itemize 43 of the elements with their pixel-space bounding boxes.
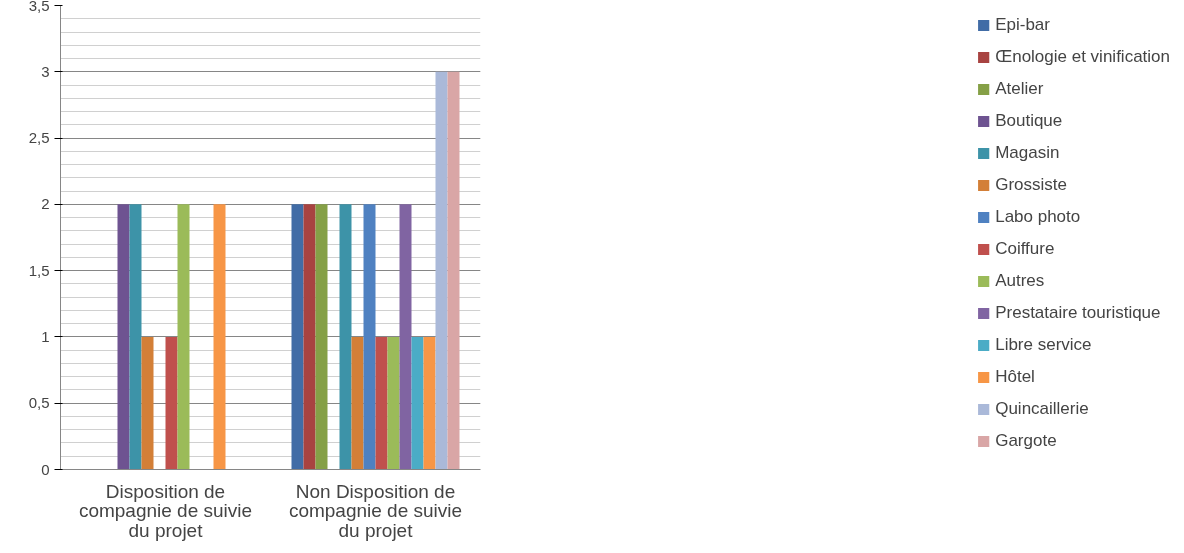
bar (339, 204, 352, 470)
x-tick-label: Disposition de compagnie de suivie du projet (78, 480, 253, 542)
legend-label: Epi-bar (995, 15, 1050, 35)
legend-label: Grossiste (995, 175, 1067, 195)
bar (423, 336, 436, 470)
legend-label: Magasin (995, 143, 1060, 163)
legend-label: Atelier (995, 79, 1044, 99)
y-tick-label: 3 (41, 62, 50, 80)
bar (117, 204, 130, 470)
bar (435, 71, 448, 470)
bar (141, 336, 154, 470)
bar (387, 336, 400, 470)
bar (411, 336, 424, 470)
y-tick-label: 1,5 (28, 261, 50, 279)
x-tick-label: Non Disposition de compagnie de suivie du projet (288, 480, 463, 542)
legend-label: Labo photo (995, 207, 1081, 227)
bar (303, 204, 316, 470)
legend-label: Hôtel (995, 367, 1035, 387)
bar (291, 204, 304, 470)
bar (447, 71, 460, 470)
legend-label: Œnologie et vinification (995, 47, 1170, 67)
legend-label: Autres (995, 271, 1045, 291)
bar (399, 204, 412, 470)
bar (315, 204, 328, 470)
y-tick-label: 0 (41, 460, 50, 478)
y-tick-label: 1 (41, 327, 50, 345)
bar (213, 204, 226, 470)
legend-label: Prestataire touristique (995, 303, 1161, 323)
bar (165, 336, 178, 470)
legend-label: Libre service (995, 335, 1092, 355)
y-tick-label: 3,5 (28, 0, 50, 14)
legend-label: Gargote (995, 431, 1057, 451)
bar (129, 204, 142, 470)
legend-label: Quincaillerie (995, 399, 1089, 419)
legend-label: Coiffure (995, 239, 1055, 259)
y-tick-label: 2,5 (28, 129, 50, 147)
bar (363, 204, 376, 470)
bar (375, 336, 388, 470)
y-tick-label: 2 (41, 195, 50, 213)
y-tick-label: 0,5 (28, 394, 50, 412)
bar (177, 204, 190, 470)
legend-label: Boutique (995, 111, 1063, 131)
bar (351, 336, 364, 470)
